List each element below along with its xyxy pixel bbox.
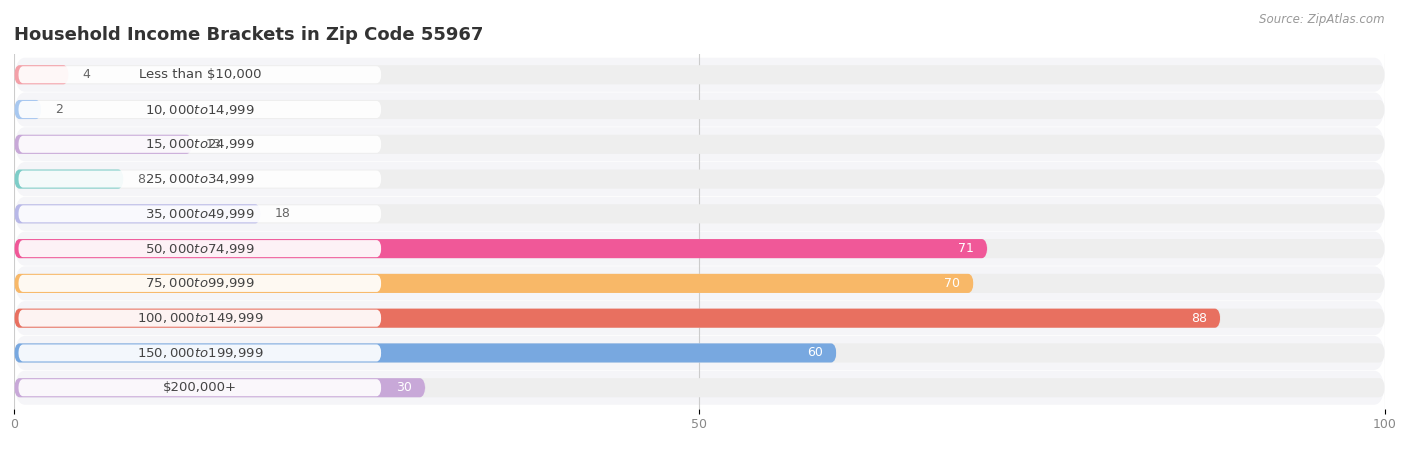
- Text: 70: 70: [943, 277, 960, 290]
- FancyBboxPatch shape: [14, 371, 1385, 405]
- FancyBboxPatch shape: [14, 100, 1385, 119]
- Text: 30: 30: [395, 381, 412, 394]
- FancyBboxPatch shape: [18, 171, 381, 188]
- FancyBboxPatch shape: [14, 239, 987, 258]
- FancyBboxPatch shape: [14, 343, 1385, 362]
- Text: $25,000 to $34,999: $25,000 to $34,999: [145, 172, 254, 186]
- FancyBboxPatch shape: [14, 170, 1385, 189]
- Text: 60: 60: [807, 347, 823, 360]
- Text: $75,000 to $99,999: $75,000 to $99,999: [145, 277, 254, 291]
- FancyBboxPatch shape: [14, 100, 42, 119]
- FancyBboxPatch shape: [14, 266, 1385, 300]
- FancyBboxPatch shape: [14, 378, 1385, 397]
- Text: 4: 4: [83, 68, 90, 81]
- Text: Household Income Brackets in Zip Code 55967: Household Income Brackets in Zip Code 55…: [14, 26, 484, 44]
- FancyBboxPatch shape: [18, 66, 381, 83]
- FancyBboxPatch shape: [14, 308, 1385, 328]
- Text: 13: 13: [207, 138, 222, 151]
- Text: $35,000 to $49,999: $35,000 to $49,999: [145, 207, 254, 221]
- FancyBboxPatch shape: [18, 240, 381, 257]
- FancyBboxPatch shape: [14, 378, 425, 397]
- FancyBboxPatch shape: [18, 310, 381, 327]
- Text: $10,000 to $14,999: $10,000 to $14,999: [145, 102, 254, 117]
- Text: $200,000+: $200,000+: [163, 381, 236, 394]
- Text: 71: 71: [957, 242, 973, 255]
- FancyBboxPatch shape: [14, 301, 1385, 335]
- FancyBboxPatch shape: [14, 274, 973, 293]
- FancyBboxPatch shape: [14, 308, 1220, 328]
- FancyBboxPatch shape: [18, 379, 381, 396]
- FancyBboxPatch shape: [18, 136, 381, 153]
- FancyBboxPatch shape: [14, 204, 1385, 224]
- Text: 8: 8: [138, 172, 145, 185]
- Text: Less than $10,000: Less than $10,000: [139, 68, 262, 81]
- Text: $150,000 to $199,999: $150,000 to $199,999: [136, 346, 263, 360]
- FancyBboxPatch shape: [14, 170, 124, 189]
- Text: $15,000 to $24,999: $15,000 to $24,999: [145, 137, 254, 151]
- FancyBboxPatch shape: [14, 92, 1385, 127]
- Text: $50,000 to $74,999: $50,000 to $74,999: [145, 242, 254, 255]
- FancyBboxPatch shape: [14, 65, 1385, 84]
- Text: 18: 18: [274, 207, 291, 220]
- FancyBboxPatch shape: [14, 162, 1385, 196]
- FancyBboxPatch shape: [14, 336, 1385, 370]
- FancyBboxPatch shape: [14, 127, 1385, 161]
- Text: 2: 2: [55, 103, 63, 116]
- FancyBboxPatch shape: [14, 197, 1385, 231]
- FancyBboxPatch shape: [18, 275, 381, 292]
- FancyBboxPatch shape: [14, 135, 1385, 154]
- FancyBboxPatch shape: [14, 274, 1385, 293]
- FancyBboxPatch shape: [14, 204, 262, 224]
- FancyBboxPatch shape: [14, 65, 69, 84]
- FancyBboxPatch shape: [14, 343, 837, 362]
- Text: $100,000 to $149,999: $100,000 to $149,999: [136, 311, 263, 325]
- FancyBboxPatch shape: [18, 101, 381, 118]
- FancyBboxPatch shape: [14, 239, 1385, 258]
- FancyBboxPatch shape: [18, 344, 381, 361]
- FancyBboxPatch shape: [14, 58, 1385, 92]
- Text: 88: 88: [1191, 312, 1206, 325]
- FancyBboxPatch shape: [14, 232, 1385, 266]
- Text: Source: ZipAtlas.com: Source: ZipAtlas.com: [1260, 13, 1385, 26]
- FancyBboxPatch shape: [18, 205, 381, 222]
- FancyBboxPatch shape: [14, 135, 193, 154]
